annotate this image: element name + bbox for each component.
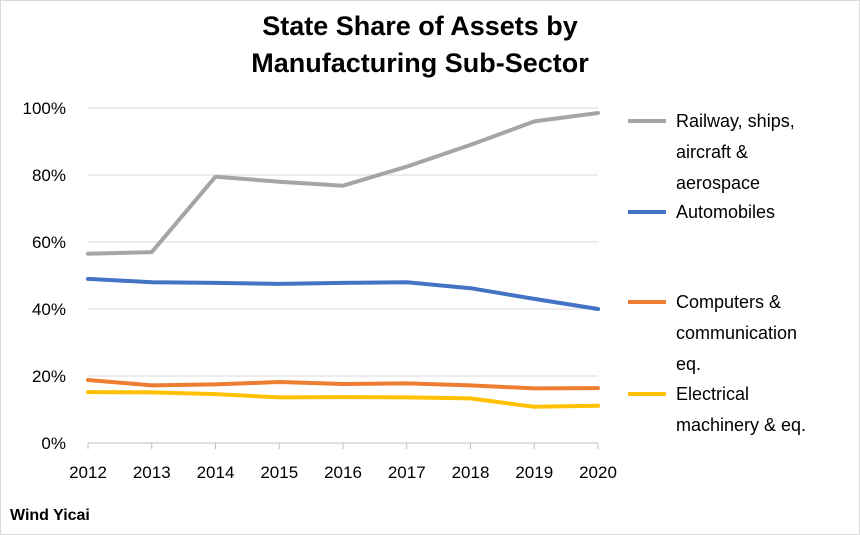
legend-label-3: Computers & [676,292,781,312]
x-tick-label: 2019 [515,463,553,482]
series-line-2 [86,276,600,311]
y-tick-label: 80% [32,166,66,185]
legend-label-1: aerospace [676,173,760,193]
y-tick-label: 20% [32,367,66,386]
legend-label-1: aircraft & [676,142,748,162]
legend-label-4: machinery & eq. [676,415,806,435]
x-tick-label: 2012 [69,463,107,482]
x-tick-label: 2020 [579,463,617,482]
y-tick-label: 60% [32,233,66,252]
x-tick-label: 2017 [388,463,426,482]
series-line-1 [86,111,600,256]
legend-label-3: communication [676,323,797,343]
legend-label-4: Electrical [676,384,749,404]
x-tick-label: 2013 [133,463,171,482]
chart-title: State Share of Assets by Manufacturing S… [170,8,670,82]
series-line-3 [86,378,600,391]
y-tick-label: 40% [32,300,66,319]
x-tick-label: 2016 [324,463,362,482]
y-tick-label: 100% [23,99,66,118]
legend-label-2: Automobiles [676,202,775,222]
source-label: Wind Yicai [10,507,90,524]
legend-label-1: Railway, ships, [676,111,795,131]
series-line-4 [86,390,600,409]
chart-title-line-1: State Share of Assets by [262,11,578,41]
x-tick-label: 2015 [260,463,298,482]
chart-title-line-2: Manufacturing Sub-Sector [251,48,589,78]
y-tick-label: 0% [41,434,66,453]
x-tick-label: 2014 [197,463,235,482]
legend-label-3: eq. [676,354,701,374]
x-tick-label: 2018 [452,463,490,482]
